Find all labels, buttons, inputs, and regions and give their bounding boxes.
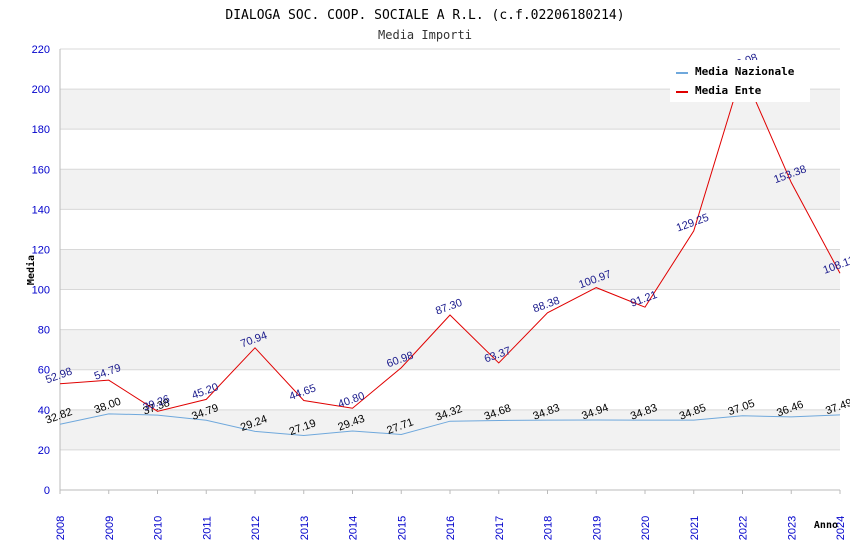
y-tick-label: 100 (32, 285, 50, 297)
x-tick-label: 2015 (396, 516, 408, 540)
y-tick-label: 200 (32, 84, 50, 96)
y-tick-label: 60 (38, 365, 50, 377)
x-tick-labels: 2008 2009 2010 2011 2012 2013 2014 2015 2016 2017… (55, 490, 847, 540)
grid-band (60, 329, 840, 370)
legend-label-media-nazionale: Media Nazionale (695, 65, 795, 78)
plot-background-bands (60, 49, 840, 490)
grid-band (60, 209, 840, 250)
x-tick-label: 2018 (543, 516, 555, 540)
legend-label-media-ente: Media Ente (695, 84, 762, 97)
y-tick-label: 180 (32, 124, 50, 136)
x-tick-label: 2016 (445, 516, 457, 540)
grid-band (60, 289, 840, 330)
gridlines (60, 48, 840, 491)
x-tick-label: 2020 (640, 516, 652, 540)
grid-band (60, 129, 840, 170)
legend-box (670, 60, 810, 102)
chart-subtitle: Media Importi (378, 28, 472, 42)
y-tick-label: 0 (44, 485, 50, 497)
grid-band (60, 449, 840, 490)
series-line-media-ente (59, 69, 841, 412)
y-tick-labels: 0 20 40 60 80 100 120 140 160 180 200 220 (32, 44, 50, 497)
series-line-media-nazionale (59, 413, 841, 436)
x-tick-label: 2009 (104, 516, 116, 540)
x-tick-label: 2014 (348, 516, 360, 540)
x-tick-label: 2022 (738, 516, 750, 540)
x-tick-label: 2011 (201, 516, 213, 540)
x-tick-label: 2013 (299, 516, 311, 540)
y-tick-label: 120 (32, 244, 50, 256)
y-tick-label: 160 (32, 164, 50, 176)
x-tick-label: 2008 (55, 516, 67, 540)
grid-band (60, 249, 840, 290)
y-tick-label: 140 (32, 204, 50, 216)
y-axis-label: Media (25, 255, 37, 285)
grid-band (60, 169, 840, 210)
grid-band (60, 369, 840, 410)
series-lines (59, 69, 841, 436)
y-tick-label: 20 (38, 445, 50, 457)
x-tick-label: 2010 (153, 516, 165, 540)
x-tick-label: 2024 (835, 516, 847, 540)
chart-title: DIALOGA SOC. COOP. SOCIALE A R.L. (c.f.0… (225, 8, 624, 23)
y-tick-label: 40 (38, 405, 50, 417)
x-tick-label: 2021 (689, 516, 701, 540)
x-tick-label: 2019 (591, 516, 603, 540)
x-tick-label: 2023 (786, 516, 798, 540)
x-tick-label: 2012 (250, 516, 262, 540)
x-axis-label: Anno (814, 520, 838, 531)
x-tick-label: 2017 (494, 516, 506, 540)
y-tick-label: 80 (38, 325, 50, 337)
legend: Media Nazionale Media Ente (670, 60, 810, 102)
grid-band (60, 409, 840, 450)
y-tick-label: 220 (32, 44, 50, 56)
